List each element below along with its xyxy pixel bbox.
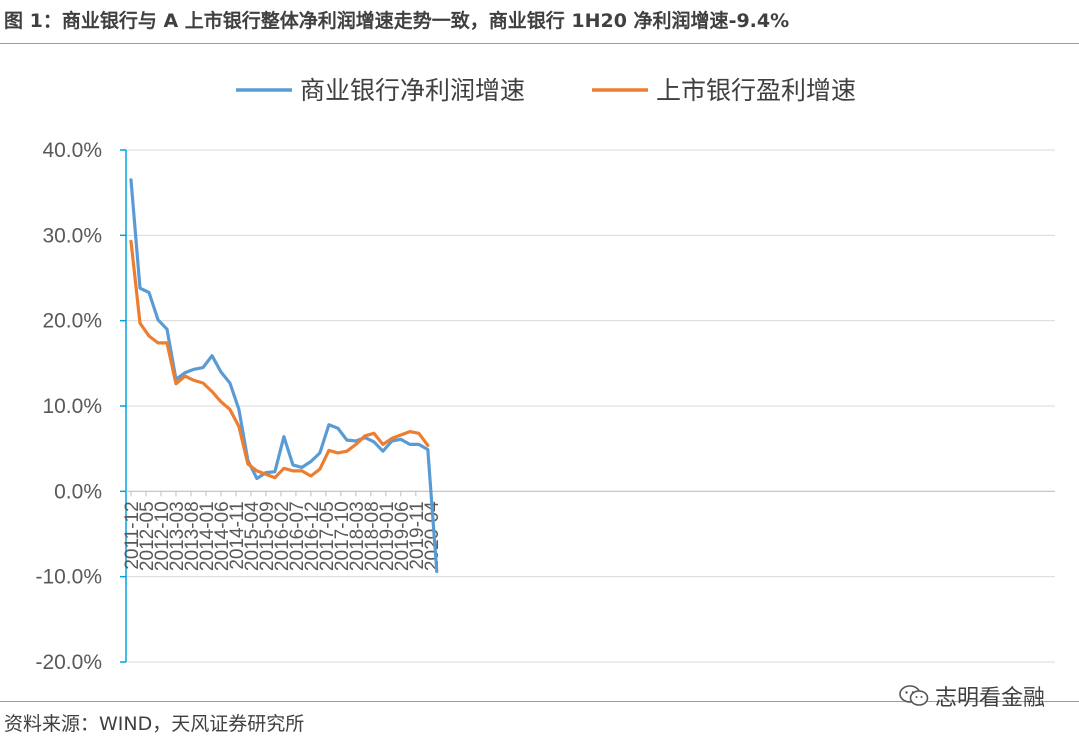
y-tick-label: -20.0% [35, 651, 102, 674]
x-tick-label: 2011-12 [122, 501, 143, 569]
x-tick-label: 2020-04 [422, 501, 443, 571]
series-line-2 [129, 239, 430, 480]
footer-divider [0, 701, 1079, 702]
legend-label-1: 商业银行净利润增速 [300, 76, 525, 105]
x-tick-label: 2016-12 [302, 501, 323, 571]
y-tick-label: 0.0% [54, 480, 102, 503]
x-tick-label: 2015-04 [242, 501, 263, 571]
series-line-1 [129, 178, 439, 574]
watermark-text: 志明看金融 [934, 686, 1045, 711]
x-tick-label: 2017-10 [332, 501, 353, 571]
x-tick-label: 2013-03 [167, 501, 188, 571]
chart-series [129, 178, 439, 574]
title-divider [0, 43, 1079, 44]
x-tick-label: 2016-07 [287, 501, 308, 571]
chart-gridlines [126, 149, 1055, 663]
watermark: 志明看金融 [899, 680, 1045, 712]
x-tick-label: 2012-10 [152, 501, 173, 571]
x-tick-label: 2014-06 [212, 501, 233, 571]
chart-axes [120, 149, 1055, 663]
x-tick-label: 2013-08 [182, 501, 203, 571]
x-tick-label: 2015-09 [257, 501, 278, 571]
x-axis-ticks: 2011-122012-052012-102013-032013-082014-… [122, 501, 443, 571]
wechat-icon [899, 685, 929, 706]
y-tick-label: 10.0% [42, 395, 102, 418]
y-tick-label: 20.0% [42, 310, 102, 333]
x-tick-label: 2014-01 [197, 501, 218, 571]
y-tick-label: 40.0% [42, 139, 102, 162]
line-chart: 商业银行净利润增速 上市银行盈利增速 40.0% 30.0% 20.0% 10.0% 0.… [35, 76, 1055, 674]
figure-title: 图 1：商业银行与 A 上市银行整体净利润增速走势一致，商业银行 1H20 净利… [4, 10, 790, 32]
x-tick-label: 2012-05 [137, 501, 158, 571]
x-tick-label: 2018-08 [362, 501, 383, 571]
x-tick-label: 2014-11 [227, 501, 248, 569]
x-tick-label: 2019-06 [392, 501, 413, 571]
x-tick-label: 2016-02 [272, 501, 293, 571]
y-axis-ticks: 40.0% 30.0% 20.0% 10.0% 0.0% -10.0% -20.0% [35, 139, 102, 674]
x-tick-label: 2017-05 [317, 501, 338, 571]
x-tick-label: 2019-01 [377, 501, 398, 571]
legend-label-2: 上市银行盈利增速 [656, 76, 856, 105]
x-tick-label: 2019-11 [407, 501, 428, 569]
x-tick-label: 2018-03 [347, 501, 368, 571]
source-note: 资料来源：WIND，天风证券研究所 [4, 713, 305, 735]
chart-legend: 商业银行净利润增速 上市银行盈利增速 [236, 76, 856, 105]
y-tick-label: 30.0% [42, 224, 102, 247]
y-tick-label: -10.0% [35, 566, 102, 589]
